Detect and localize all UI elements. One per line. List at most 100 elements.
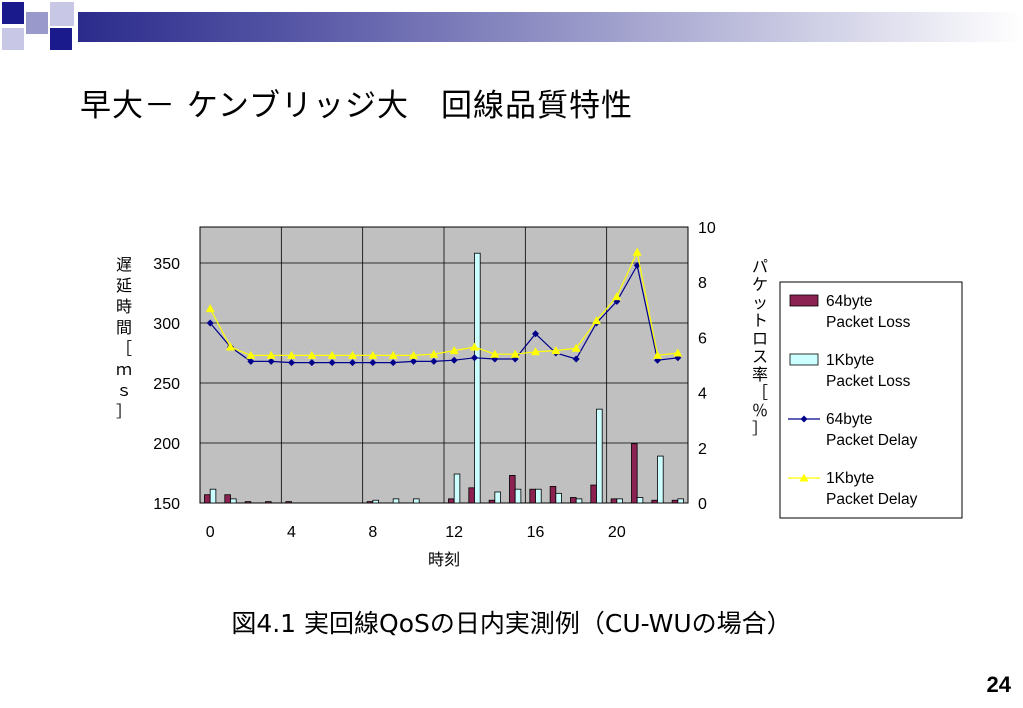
bar-64byte-packet-loss bbox=[224, 494, 231, 504]
legend-label: 64byte Packet Delay bbox=[826, 411, 918, 449]
bar-1kbyte-packet-loss bbox=[209, 488, 217, 504]
legend-swatch bbox=[789, 294, 819, 307]
line-64byte-packet-delay bbox=[209, 263, 678, 364]
page-number: 24 bbox=[986, 672, 1011, 697]
point-64byte-packet-delay bbox=[308, 359, 316, 367]
point-64byte-packet-delay bbox=[471, 354, 478, 362]
point-64byte-packet-delay bbox=[532, 330, 539, 338]
bar-1kbyte-packet-loss bbox=[657, 455, 664, 504]
point-1kbyte-packet-delay bbox=[592, 316, 601, 325]
bar-64byte-packet-loss bbox=[204, 494, 211, 504]
point-1kbyte-packet-delay bbox=[368, 350, 378, 359]
point-1kbyte-packet-delay bbox=[429, 349, 439, 358]
bar-1kbyte-packet-loss bbox=[596, 408, 603, 504]
bar-1kbyte-packet-loss bbox=[372, 499, 379, 504]
bar-1kbyte-packet-loss bbox=[616, 498, 623, 504]
point-64byte-packet-delay bbox=[206, 319, 214, 327]
x-tick-label: 0 bbox=[206, 524, 215, 541]
point-1kbyte-packet-delay bbox=[510, 349, 520, 358]
bar-1kbyte-packet-loss bbox=[494, 491, 501, 504]
point-64byte-packet-delay bbox=[349, 359, 356, 367]
bar-1kbyte-packet-loss bbox=[230, 498, 237, 504]
line-1kbyte-packet-delay bbox=[209, 250, 678, 357]
bar-1kbyte-packet-loss bbox=[677, 498, 684, 504]
bar-1kbyte-packet-loss bbox=[535, 488, 542, 504]
bar-1kbyte-packet-loss bbox=[636, 497, 644, 504]
point-1kbyte-packet-delay bbox=[287, 350, 296, 359]
y-left-tick-label: 150 bbox=[153, 496, 180, 513]
point-1kbyte-packet-delay bbox=[246, 350, 256, 359]
y-left-tick-label: 300 bbox=[153, 316, 180, 333]
point-1kbyte-packet-delay bbox=[490, 349, 500, 358]
y-right-tick-label: 4 bbox=[698, 386, 707, 403]
point-1kbyte-packet-delay bbox=[653, 350, 662, 359]
x-tick-label: 4 bbox=[287, 524, 296, 541]
bar-64byte-packet-loss bbox=[570, 497, 577, 504]
bar-64byte-packet-loss bbox=[468, 487, 475, 504]
legend-marker bbox=[800, 415, 808, 423]
y-right-tick-label: 8 bbox=[698, 275, 707, 292]
bar-64byte-packet-loss bbox=[265, 501, 272, 504]
point-1kbyte-packet-delay bbox=[571, 343, 581, 352]
point-64byte-packet-delay bbox=[410, 357, 417, 365]
legend-label: 64byte Packet Loss bbox=[826, 293, 911, 331]
bar-64byte-packet-loss bbox=[448, 498, 455, 504]
bar-64byte-packet-loss bbox=[610, 498, 618, 504]
bar-64byte-packet-loss bbox=[488, 499, 496, 504]
bar-64byte-packet-loss bbox=[529, 488, 536, 504]
point-1kbyte-packet-delay bbox=[470, 342, 479, 351]
legend-label: 1Kbyte Packet Delay bbox=[826, 470, 918, 508]
y-left-tick-label: 200 bbox=[153, 436, 180, 453]
x-tick-label: 12 bbox=[445, 524, 463, 541]
bar-1kbyte-packet-loss bbox=[474, 252, 481, 504]
x-tick-label: 16 bbox=[527, 524, 545, 541]
y-right-axis-label: パケットロス率［％］ bbox=[752, 257, 768, 438]
legend-label: 1Kbyte Packet Loss bbox=[826, 352, 911, 390]
point-1kbyte-packet-delay bbox=[531, 347, 540, 356]
point-1kbyte-packet-delay bbox=[673, 348, 683, 357]
bar-64byte-packet-loss bbox=[671, 499, 679, 504]
y-left-tick-label: 350 bbox=[153, 256, 180, 273]
point-64byte-packet-delay bbox=[288, 359, 295, 367]
point-64byte-packet-delay bbox=[247, 357, 255, 365]
point-1kbyte-packet-delay bbox=[632, 247, 642, 256]
bar-64byte-packet-loss bbox=[590, 484, 597, 504]
point-1kbyte-packet-delay bbox=[449, 346, 459, 355]
bar-64byte-packet-loss bbox=[651, 499, 658, 504]
point-1kbyte-packet-delay bbox=[226, 342, 235, 351]
bar-64byte-packet-loss bbox=[631, 443, 638, 504]
bar-64byte-packet-loss bbox=[366, 501, 374, 504]
y-right-tick-label: 2 bbox=[698, 441, 707, 458]
y-left-tick-label: 250 bbox=[153, 376, 180, 393]
slide-corner-squares-icon bbox=[2, 2, 74, 50]
bar-64byte-packet-loss bbox=[244, 501, 252, 504]
x-axis-label: 時刻 bbox=[428, 550, 460, 569]
bar-64byte-packet-loss bbox=[509, 474, 516, 504]
x-tick-label: 20 bbox=[608, 524, 626, 541]
point-64byte-packet-delay bbox=[389, 359, 397, 367]
point-1kbyte-packet-delay bbox=[551, 346, 561, 355]
bar-1kbyte-packet-loss bbox=[453, 473, 461, 504]
point-64byte-packet-delay bbox=[328, 359, 336, 367]
point-64byte-packet-delay bbox=[450, 356, 458, 364]
bar-1kbyte-packet-loss bbox=[514, 488, 522, 504]
point-64byte-packet-delay bbox=[430, 357, 438, 365]
point-1kbyte-packet-delay bbox=[307, 350, 317, 359]
point-1kbyte-packet-delay bbox=[205, 304, 215, 313]
bar-1kbyte-packet-loss bbox=[555, 492, 562, 504]
point-64byte-packet-delay bbox=[267, 357, 275, 365]
bar-1kbyte-packet-loss bbox=[392, 498, 400, 504]
bar-1kbyte-packet-loss bbox=[575, 498, 583, 504]
x-tick-label: 8 bbox=[368, 524, 377, 541]
y-right-tick-label: 6 bbox=[698, 330, 707, 347]
y-right-tick-label: 10 bbox=[698, 220, 716, 237]
point-64byte-packet-delay bbox=[369, 359, 377, 367]
point-64byte-packet-delay bbox=[572, 355, 580, 363]
point-1kbyte-packet-delay bbox=[266, 350, 276, 359]
bar-64byte-packet-loss bbox=[285, 501, 292, 504]
point-1kbyte-packet-delay bbox=[348, 350, 357, 359]
legend-marker bbox=[799, 473, 809, 482]
legend-swatch bbox=[789, 353, 819, 366]
legend: 64byte Packet Loss 1Kbyte Packet Loss 64byte… bbox=[779, 281, 963, 519]
